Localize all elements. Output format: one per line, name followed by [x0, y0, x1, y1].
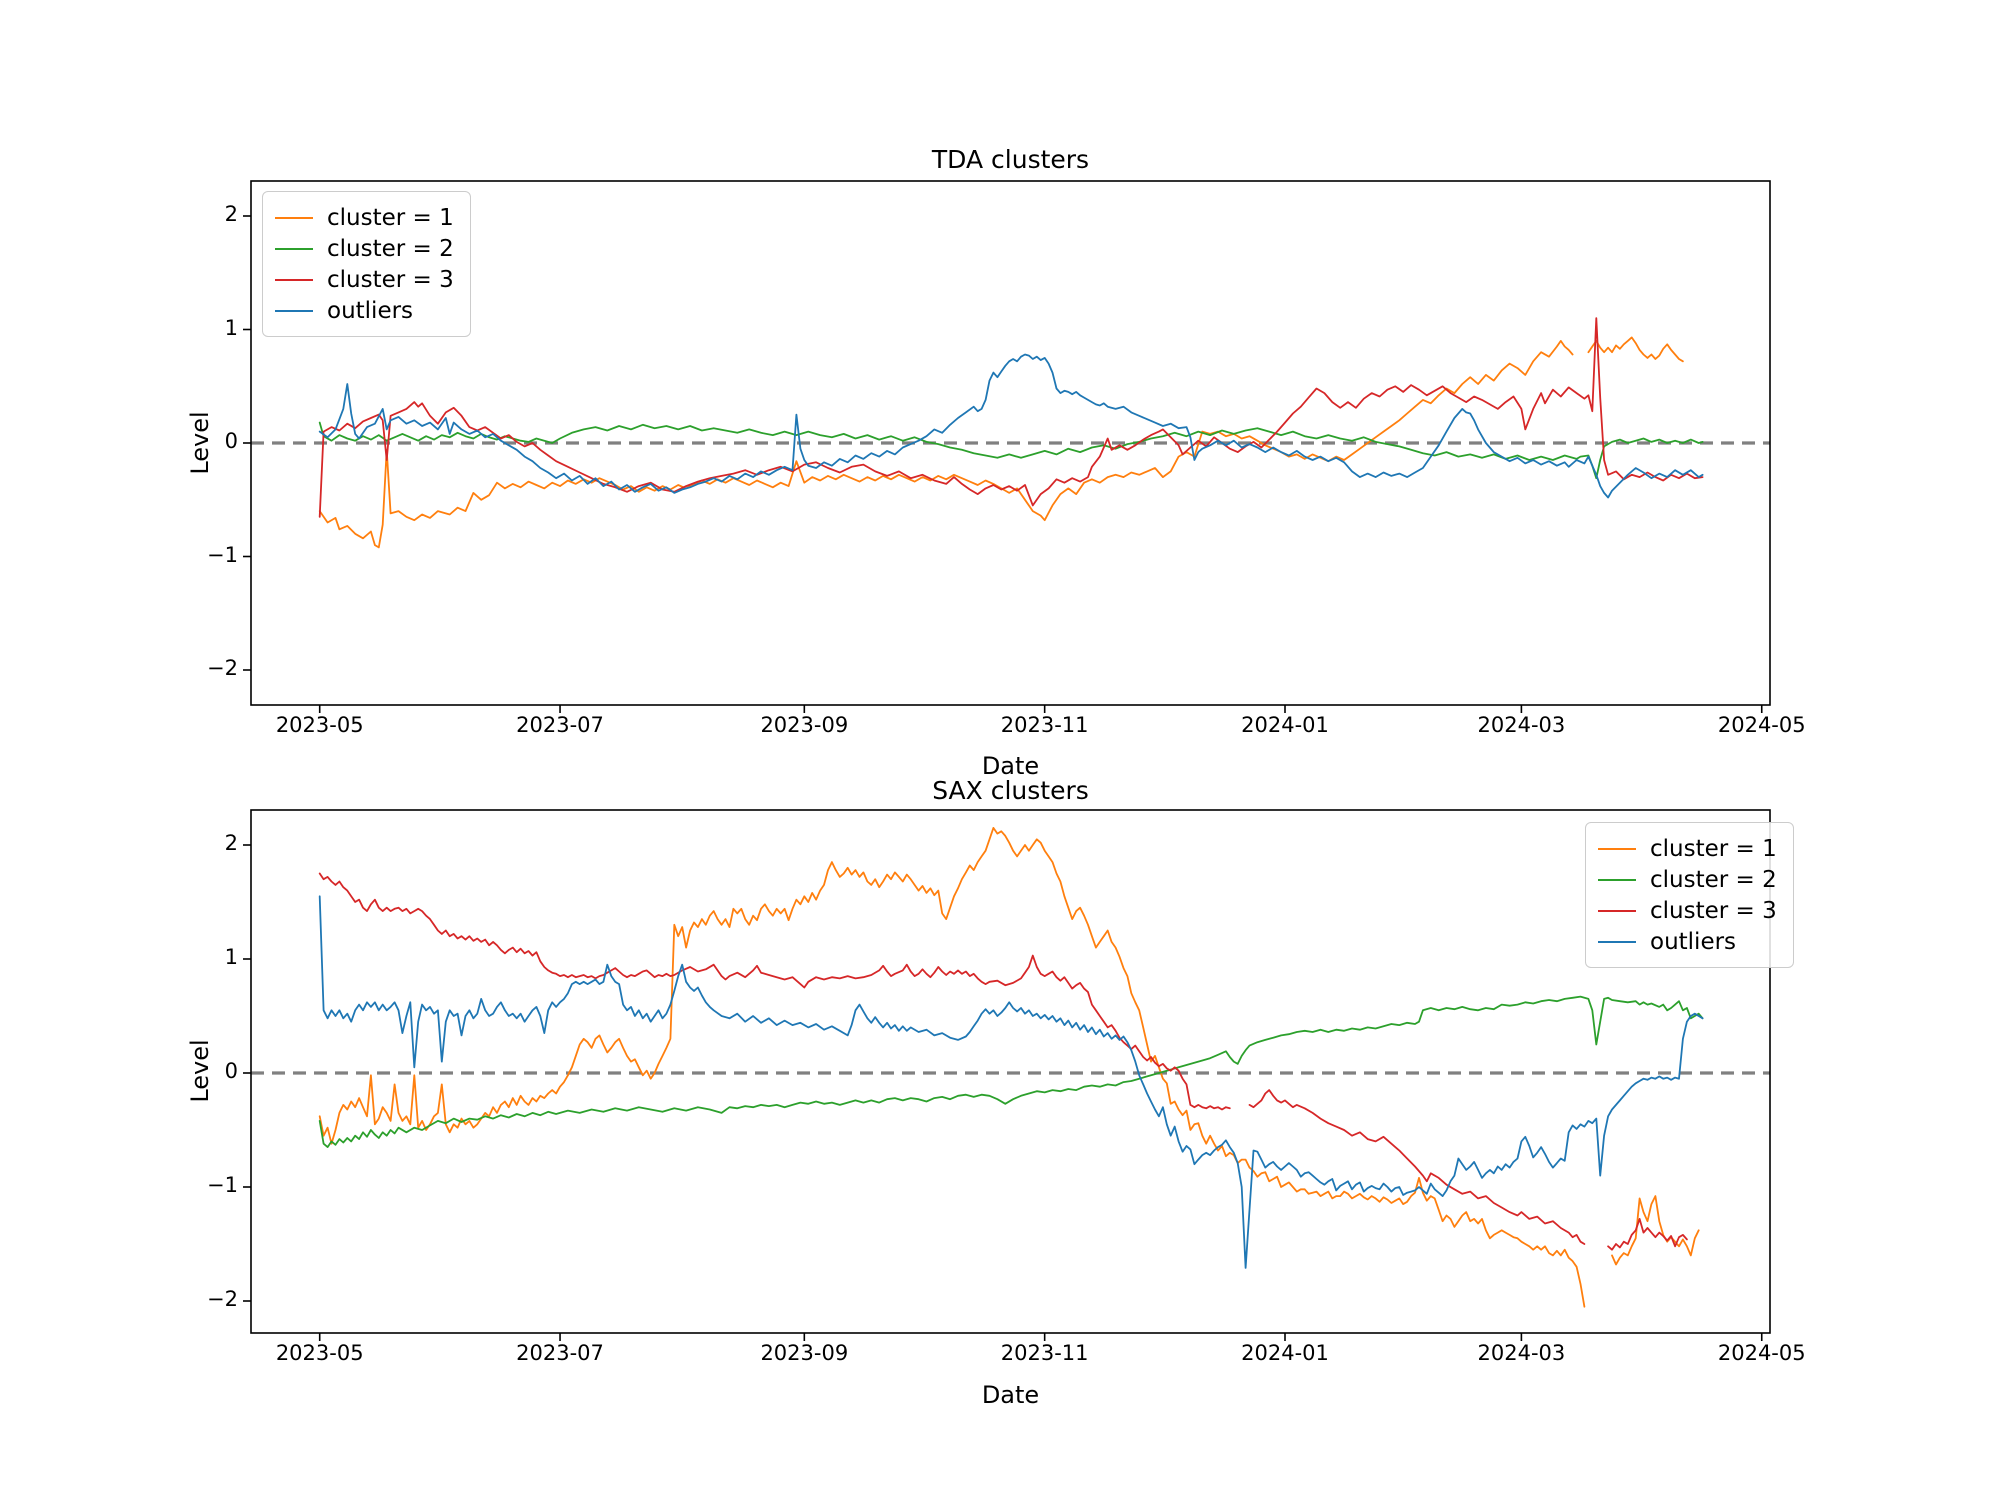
y-tick-label: 2	[224, 202, 238, 226]
x-tick-label: 2024-05	[1717, 1341, 1806, 1365]
x-tick-label: 2023-05	[275, 713, 364, 737]
y-tick-label: −1	[207, 542, 238, 567]
y-tick-label: 2	[224, 831, 238, 855]
series-line-cluster-3	[318, 872, 1231, 1111]
legend-item-outliers: outliers	[1598, 926, 1777, 957]
series-line-cluster-1	[1587, 336, 1684, 363]
x-tick-label: 2023-11	[1000, 1341, 1089, 1365]
x-tick-label: 2023-09	[760, 1341, 849, 1365]
legend-sax: cluster = 1 cluster = 2 cluster = 3 outlier…	[1585, 822, 1794, 968]
legend-label: cluster = 2	[1650, 866, 1777, 893]
y-tick-label: −2	[207, 656, 238, 680]
legend-item-cluster-3: cluster = 3	[1598, 895, 1777, 926]
series-line-cluster-1	[318, 827, 1586, 1308]
series-line-cluster-2	[318, 421, 1704, 480]
legend-label: cluster = 3	[1650, 897, 1777, 924]
axes-1	[243, 809, 1771, 1341]
y-tick-label: 1	[224, 315, 238, 340]
legend-item-cluster-2: cluster = 2	[275, 233, 454, 264]
legend-line-swatch	[275, 309, 313, 312]
legend-label: cluster = 3	[327, 266, 454, 293]
series-line-cluster-1	[1611, 1195, 1700, 1266]
x-tick-label: 2024-03	[1477, 713, 1566, 737]
legend-label: cluster = 1	[1650, 835, 1777, 862]
x-tick-label: 2023-07	[516, 713, 604, 737]
axes-0	[243, 180, 1771, 713]
series-line-cluster-3	[1248, 1089, 1586, 1245]
y-tick-label: 1	[224, 945, 238, 969]
y-tick-label: 0	[224, 1059, 238, 1083]
legend-label: cluster = 2	[327, 235, 454, 262]
x-tick-label: 2024-01	[1241, 713, 1329, 737]
series-line-cluster-1	[318, 339, 1574, 549]
series-line-cluster-2	[318, 995, 1704, 1148]
y-tick-label: −2	[207, 1287, 238, 1311]
x-axis-label-top: Date	[981, 752, 1040, 780]
x-tick-label: 2024-05	[1717, 713, 1806, 737]
legend-tda: cluster = 1 cluster = 2 cluster = 3 outlier…	[262, 191, 471, 337]
legend-item-cluster-1: cluster = 1	[275, 202, 454, 233]
legend-label: outliers	[327, 297, 414, 324]
series-line-cluster-3	[318, 317, 1704, 518]
x-tick-label: 2023-05	[275, 1341, 364, 1365]
legend-line-swatch	[275, 216, 313, 219]
chart-title-tda: TDA clusters	[931, 145, 1090, 174]
legend-label: outliers	[1650, 928, 1737, 955]
legend-item-cluster-3: cluster = 3	[275, 264, 454, 295]
legend-line-swatch	[1598, 847, 1636, 850]
legend-line-swatch	[1598, 909, 1636, 912]
legend-line-swatch	[275, 278, 313, 281]
legend-line-swatch	[1598, 940, 1636, 943]
x-axis-label-bottom: Date	[981, 1381, 1040, 1409]
x-tick-label: 2023-11	[1000, 713, 1089, 737]
legend-item-cluster-2: cluster = 2	[1598, 864, 1777, 895]
x-tick-label: 2023-07	[516, 1341, 604, 1365]
y-tick-label: 0	[224, 429, 238, 453]
legend-label: cluster = 1	[327, 204, 454, 231]
series-line-outliers	[318, 895, 1704, 1269]
legend-line-swatch	[1598, 878, 1636, 881]
x-tick-label: 2023-09	[760, 713, 849, 737]
x-tick-label: 2024-03	[1477, 1341, 1566, 1365]
legend-item-outliers: outliers	[275, 295, 454, 326]
series-line-outliers	[318, 353, 1704, 499]
axes-spines	[250, 809, 1771, 1334]
legend-item-cluster-1: cluster = 1	[1598, 833, 1777, 864]
series-line-cluster-3	[1607, 1218, 1688, 1251]
legend-line-swatch	[275, 247, 313, 250]
chart-title-sax: SAX clusters	[932, 776, 1089, 805]
y-tick-label: −1	[207, 1173, 238, 1197]
x-tick-label: 2024-01	[1241, 1341, 1329, 1365]
